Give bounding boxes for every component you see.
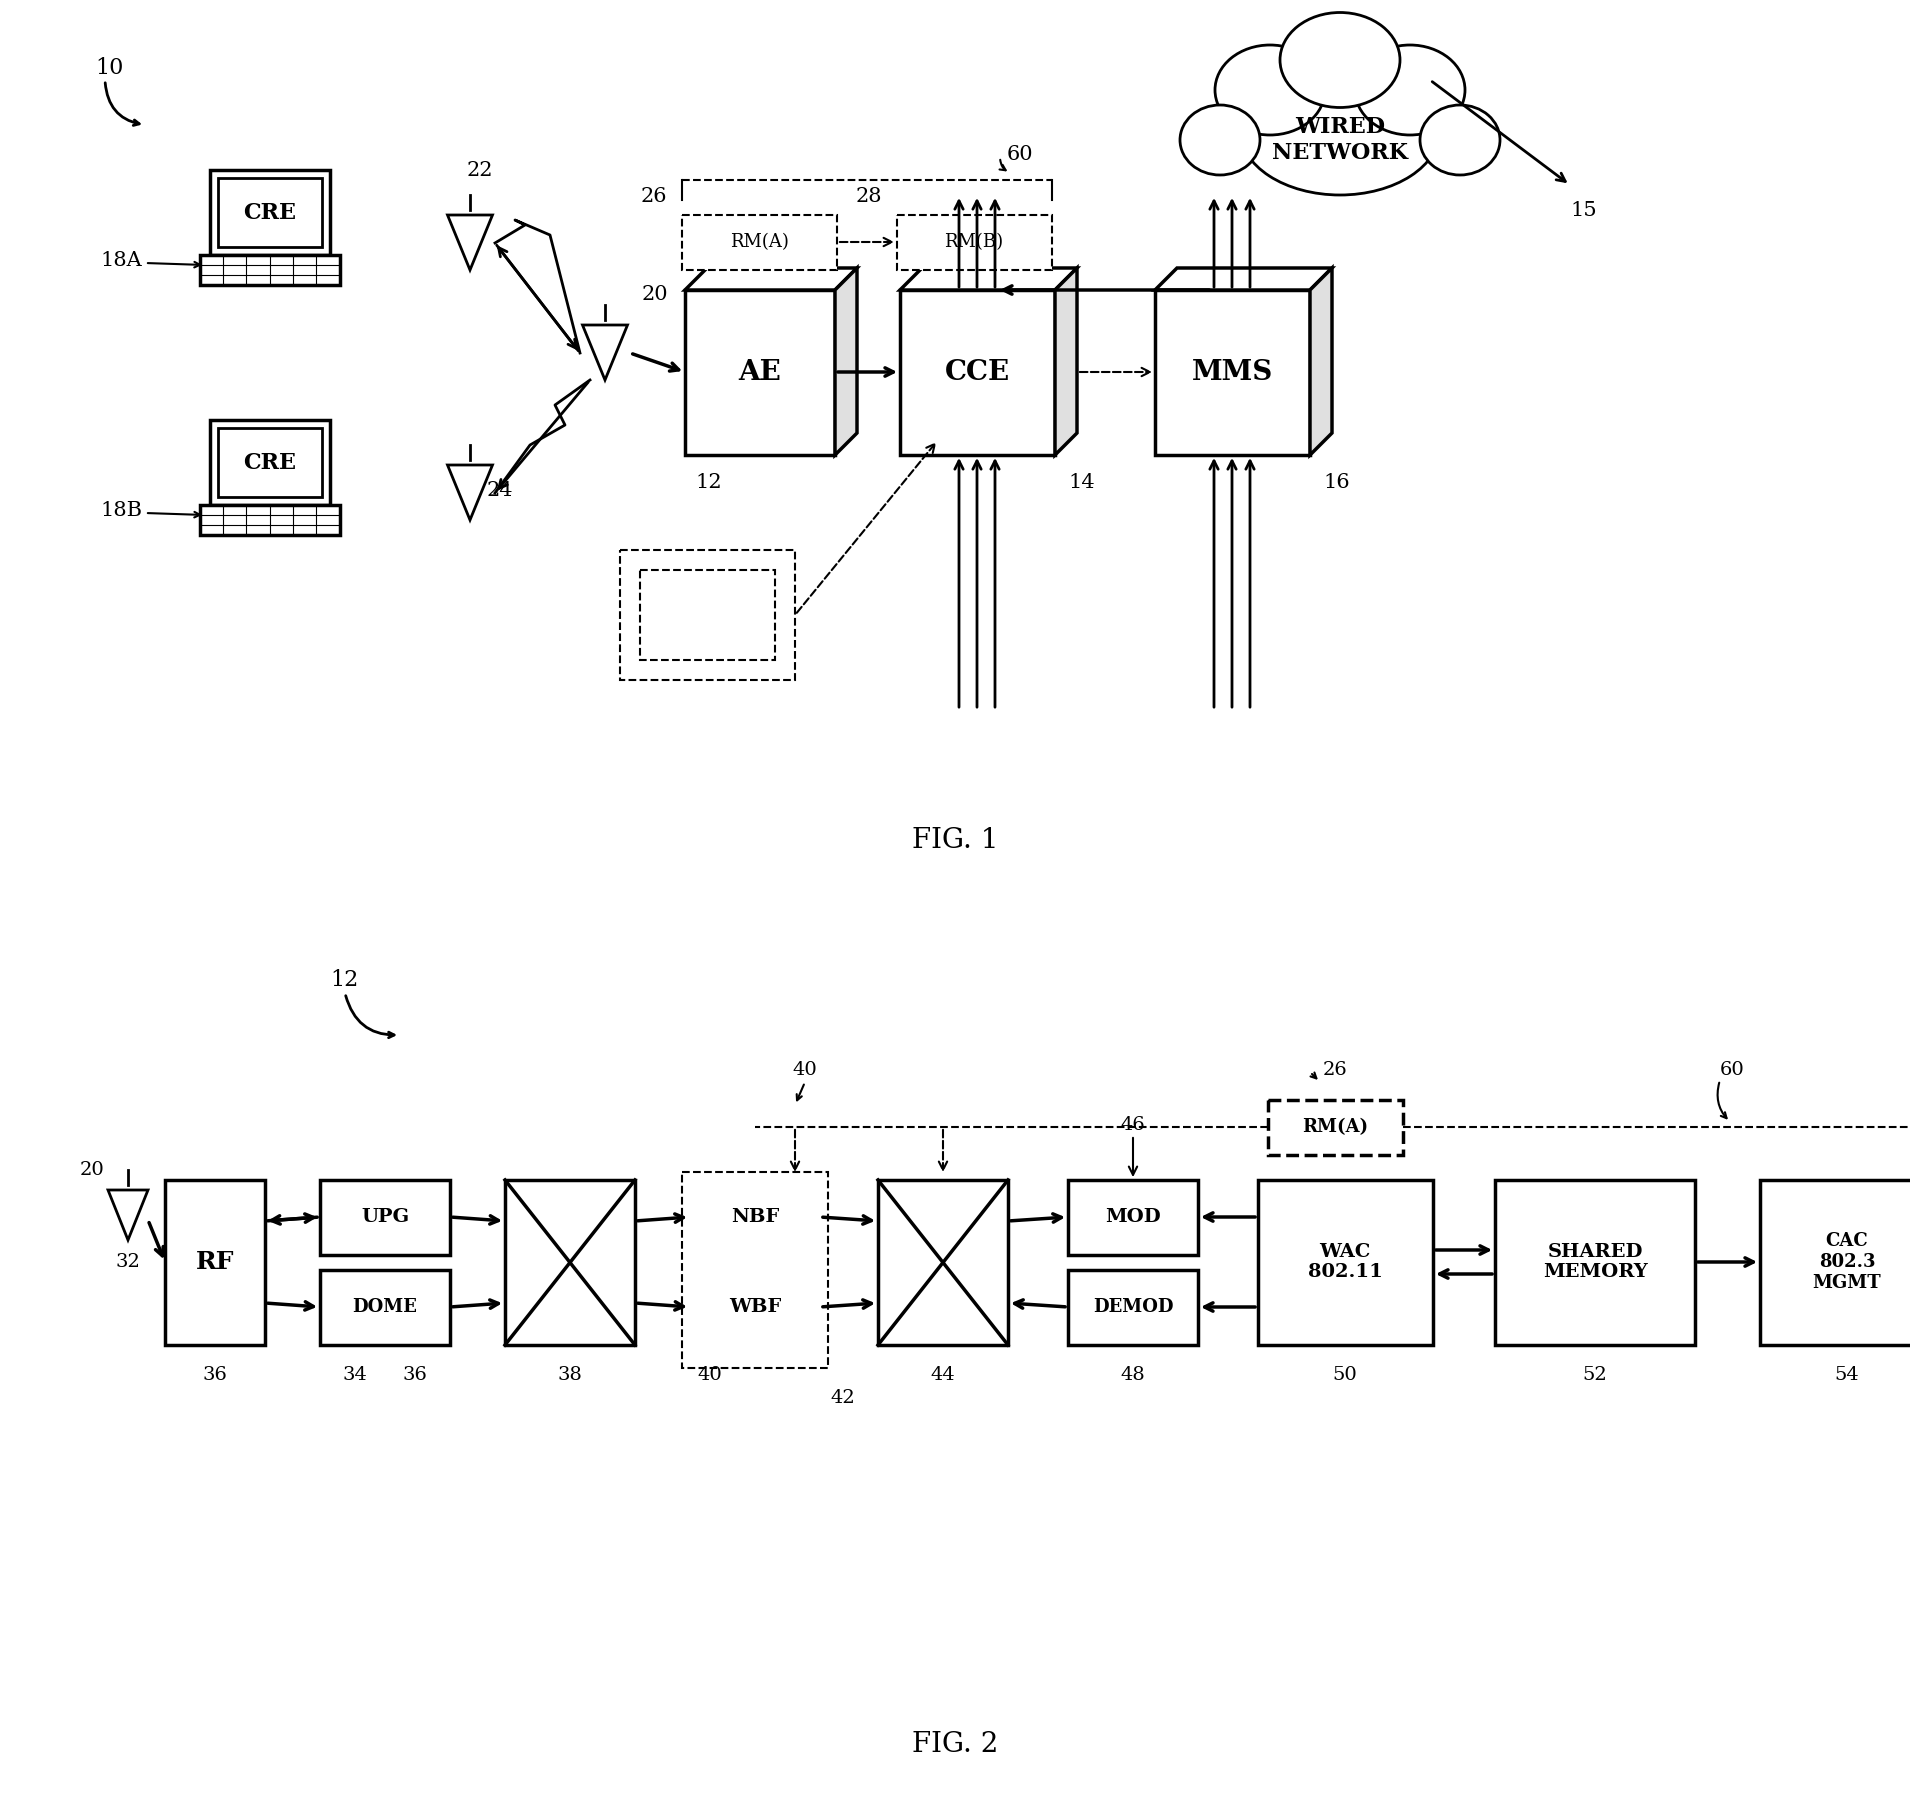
Text: NBF: NBF: [732, 1208, 779, 1226]
Text: CRE: CRE: [243, 203, 296, 224]
Bar: [898, 215, 1052, 271]
Text: DEMOD: DEMOD: [1093, 1298, 1173, 1316]
Text: 40: 40: [697, 1366, 722, 1384]
Bar: [1259, 1180, 1432, 1345]
Bar: [1156, 290, 1310, 455]
Polygon shape: [1310, 267, 1331, 455]
Text: RM(A): RM(A): [1303, 1119, 1368, 1137]
Text: 12: 12: [330, 968, 359, 992]
Text: DOME: DOME: [353, 1298, 418, 1316]
Bar: [321, 1180, 451, 1255]
Text: RF: RF: [195, 1250, 235, 1275]
Text: 15: 15: [1570, 201, 1597, 219]
Bar: [621, 550, 795, 680]
Text: 54: 54: [1836, 1366, 1858, 1384]
Bar: [210, 420, 330, 506]
Text: 20: 20: [642, 285, 668, 305]
Text: AE: AE: [739, 359, 781, 385]
Text: 22: 22: [466, 161, 493, 179]
Bar: [201, 506, 340, 534]
Text: UPG: UPG: [361, 1208, 409, 1226]
Text: 60: 60: [1007, 145, 1033, 165]
Text: 46: 46: [1121, 1115, 1146, 1133]
Text: 18A: 18A: [99, 251, 141, 269]
Text: 50: 50: [1333, 1366, 1358, 1384]
Text: MOD: MOD: [1106, 1208, 1161, 1226]
Polygon shape: [686, 267, 858, 290]
Text: 32: 32: [117, 1253, 141, 1271]
Bar: [686, 290, 835, 455]
Text: 28: 28: [856, 188, 882, 206]
Bar: [164, 1180, 265, 1345]
Bar: [210, 170, 330, 255]
Text: 20: 20: [80, 1162, 105, 1180]
Bar: [1496, 1180, 1694, 1345]
Bar: [321, 1269, 451, 1345]
Ellipse shape: [1419, 106, 1499, 176]
Text: CAC
802.3
MGMT: CAC 802.3 MGMT: [1813, 1232, 1881, 1291]
Bar: [1268, 1099, 1404, 1155]
Text: RM(A): RM(A): [730, 233, 789, 251]
Bar: [879, 1180, 1008, 1345]
Text: 36: 36: [202, 1366, 227, 1384]
Text: WIRED
NETWORK: WIRED NETWORK: [1272, 117, 1408, 163]
Bar: [682, 215, 837, 271]
Text: 24: 24: [487, 481, 514, 500]
Text: 48: 48: [1121, 1366, 1146, 1384]
Text: 44: 44: [930, 1366, 955, 1384]
Ellipse shape: [1354, 45, 1465, 134]
Text: 18B: 18B: [99, 500, 141, 520]
Text: 38: 38: [558, 1366, 583, 1384]
Text: WAC
802.11: WAC 802.11: [1308, 1243, 1383, 1282]
Text: 34: 34: [342, 1366, 367, 1384]
Text: 12: 12: [695, 473, 722, 493]
Text: 36: 36: [403, 1366, 428, 1384]
Text: RM(B): RM(B): [944, 233, 1003, 251]
Bar: [1068, 1269, 1198, 1345]
Text: 40: 40: [793, 1061, 817, 1079]
Bar: [690, 1269, 819, 1345]
Text: 14: 14: [1070, 473, 1094, 493]
Text: 10: 10: [96, 57, 124, 79]
Text: FIG. 1: FIG. 1: [911, 827, 999, 853]
Polygon shape: [900, 267, 1077, 290]
Bar: [690, 1180, 819, 1255]
Text: WBF: WBF: [730, 1298, 781, 1316]
Text: SHARED
MEMORY: SHARED MEMORY: [1543, 1243, 1648, 1282]
Bar: [201, 255, 340, 285]
Ellipse shape: [1215, 45, 1326, 134]
Bar: [1759, 1180, 1910, 1345]
Bar: [218, 429, 323, 497]
Text: 26: 26: [1322, 1061, 1347, 1079]
Polygon shape: [835, 267, 858, 455]
Polygon shape: [1156, 267, 1331, 290]
Bar: [640, 570, 775, 660]
Bar: [504, 1180, 634, 1345]
Bar: [1068, 1180, 1198, 1255]
Text: 52: 52: [1583, 1366, 1608, 1384]
Polygon shape: [1054, 267, 1077, 455]
Text: MMS: MMS: [1192, 359, 1274, 385]
Text: 60: 60: [1721, 1061, 1744, 1079]
Text: CRE: CRE: [243, 452, 296, 473]
Text: FIG. 2: FIG. 2: [911, 1732, 999, 1759]
Bar: [682, 1173, 829, 1368]
Bar: [900, 290, 1054, 455]
Bar: [218, 178, 323, 247]
Ellipse shape: [1180, 106, 1261, 176]
Text: 26: 26: [640, 188, 667, 206]
Text: CCE: CCE: [945, 359, 1010, 385]
Ellipse shape: [1280, 13, 1400, 108]
Text: 42: 42: [831, 1390, 856, 1408]
Ellipse shape: [1240, 65, 1440, 195]
Text: 16: 16: [1324, 473, 1350, 493]
